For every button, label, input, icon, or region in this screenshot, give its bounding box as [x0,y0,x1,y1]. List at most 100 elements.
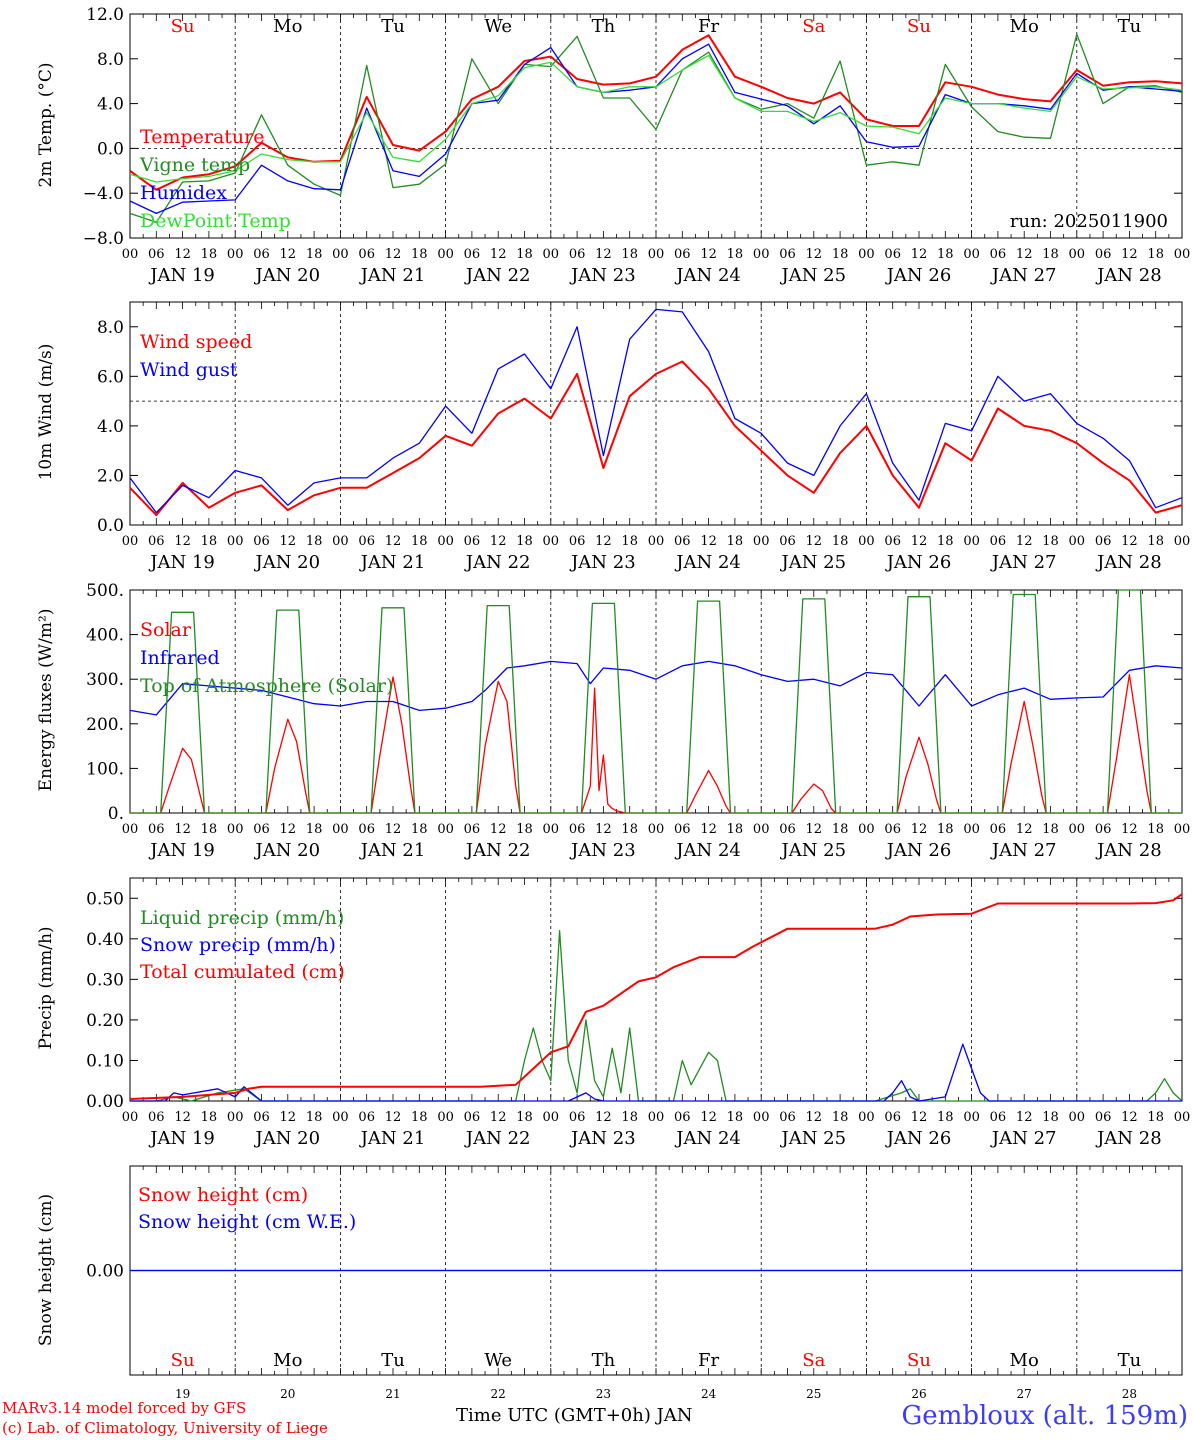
x-date-label: JAN 21 [359,840,426,861]
x-hour-label: 12 [385,534,402,549]
x-date-label: JAN 24 [674,1128,741,1149]
y-tick-label: 8.0 [97,50,124,70]
x-hour-label: 00 [963,822,980,837]
x-hour-label: 00 [963,1110,980,1125]
x-hour-label: 12 [595,822,612,837]
x-date-label: JAN 27 [990,552,1057,573]
day-number-label: 23 [596,1387,611,1401]
x-hour-label: 12 [1016,534,1033,549]
x-hour-label: 18 [411,247,428,262]
x-hour-label: 00 [437,534,454,549]
x-date-label: JAN 28 [1095,840,1162,861]
y-tick-label: 12.0 [86,5,124,25]
x-hour-label: 06 [779,247,796,262]
x-hour-label: 00 [648,247,665,262]
x-hour-label: 12 [700,1110,717,1125]
x-hour-label: 18 [201,247,218,262]
x-hour-label: 18 [411,534,428,549]
y-tick-label: −8.0 [83,229,124,249]
y-tick-label: 4.0 [97,95,124,115]
series-line-snow-precip-mm-h [130,1043,1182,1102]
y-tick-label: 8.0 [97,318,124,338]
x-hour-label: 00 [437,247,454,262]
x-hour-label: 12 [490,247,507,262]
x-hour-label: 18 [937,1110,954,1125]
y-tick-label: 0.50 [86,889,124,909]
x-hour-label: 00 [1174,822,1191,837]
x-hour-label: 18 [727,534,744,549]
x-date-label: JAN 22 [464,840,531,861]
weekday-label: Sa [802,16,825,37]
x-date-label: JAN 24 [674,552,741,573]
model-credit: MARv3.14 model forced by GFS [2,1399,247,1417]
x-hour-label: 00 [753,1110,770,1125]
x-hour-label: 06 [569,534,586,549]
x-hour-label: 06 [1095,822,1112,837]
x-hour-label: 12 [280,822,297,837]
legend-entry: DewPoint Temp [140,210,291,232]
x-hour-label: 18 [1147,1110,1164,1125]
x-date-label: JAN 28 [1095,1128,1162,1149]
x-hour-label: 00 [858,534,875,549]
series-line-vigne-temp [129,33,1183,223]
weekday-label: Tu [381,16,405,37]
x-hour-label: 12 [911,1110,928,1125]
x-hour-label: 00 [858,822,875,837]
x-hour-label: 12 [385,1110,402,1125]
x-hour-label: 12 [806,1110,823,1125]
x-hour-label: 18 [727,247,744,262]
run-annotation: run: 2025011900 [1010,211,1168,232]
x-hour-label: 18 [1042,534,1059,549]
weekday-label: Mo [273,1350,302,1371]
x-hour-label: 00 [648,534,665,549]
x-date-label: JAN 27 [990,840,1057,861]
station-name: Gembloux (alt. 159m) [901,1401,1188,1431]
day-number-label: 21 [385,1387,400,1401]
x-date-label: JAN 26 [885,265,952,286]
y-tick-label: 0.0 [97,139,124,159]
x-hour-label: 00 [122,534,139,549]
x-hour-label: 18 [1147,534,1164,549]
y-tick-label: 0.0 [97,516,124,536]
x-hour-label: 18 [201,534,218,549]
x-hour-label: 12 [280,1110,297,1125]
x-hour-label: 18 [832,1110,849,1125]
x-hour-label: 00 [1069,1110,1086,1125]
x-date-label: JAN 22 [464,1128,531,1149]
legend-entry: Infrared [140,647,220,669]
panel-1: 12.0 8.0 4.0 0.0 −4.0 −8.0 2m Temp. (°C) Temper… [36,5,1190,286]
x-hour-label: 00 [543,1110,560,1125]
x-hour-label: 12 [911,247,928,262]
y-tick-label: 0.30 [86,970,124,990]
x-hour-label: 06 [1095,247,1112,262]
weekday-label: Su [907,16,931,37]
x-hour-label: 06 [884,247,901,262]
x-hour-label: 18 [516,822,533,837]
y-tick-label: 0.00 [86,1262,124,1282]
weekday-label: Su [171,16,195,37]
x-hour-label: 12 [280,247,297,262]
x-hour-label: 00 [543,534,560,549]
x-hour-label: 06 [884,1110,901,1125]
x-date-label: JAN 20 [254,840,321,861]
x-hour-label: 18 [306,247,323,262]
x-axis-title: Time UTC (GMT+0h) JAN [456,1405,693,1426]
x-hour-label: 12 [1121,1110,1138,1125]
x-hour-label: 06 [990,822,1007,837]
x-hour-label: 18 [832,247,849,262]
x-date-label: JAN 28 [1095,552,1162,573]
series-line-temperature [129,34,1183,191]
x-hour-label: 12 [174,1110,191,1125]
legend-entry: Liquid precip (mm/h) [140,907,344,929]
day-number-label: 19 [175,1387,190,1401]
x-hour-label: 12 [385,822,402,837]
x-hour-label: 18 [937,534,954,549]
x-hour-label: 06 [253,247,270,262]
x-hour-label: 18 [201,1110,218,1125]
x-date-label: JAN 23 [569,840,636,861]
x-hour-label: 18 [516,1110,533,1125]
y-tick-label: 200. [86,715,124,735]
panel-3: 500. 400. 300. 200. 100. 0. Energy fluxes (W/m… [36,581,1190,861]
x-hour-label: 06 [569,247,586,262]
x-hour-label: 06 [148,247,165,262]
